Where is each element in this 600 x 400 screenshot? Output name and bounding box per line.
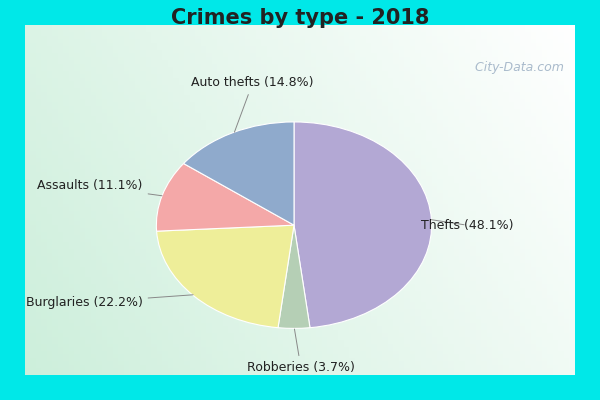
Wedge shape [278, 225, 310, 328]
Text: Burglaries (22.2%): Burglaries (22.2%) [26, 295, 193, 309]
Text: Auto thefts (14.8%): Auto thefts (14.8%) [191, 76, 314, 132]
Text: Crimes by type - 2018: Crimes by type - 2018 [171, 8, 429, 28]
Text: Thefts (48.1%): Thefts (48.1%) [421, 219, 513, 232]
Text: Robberies (3.7%): Robberies (3.7%) [247, 329, 355, 374]
Wedge shape [157, 225, 294, 328]
Wedge shape [294, 122, 431, 328]
Text: City-Data.com: City-Data.com [467, 60, 564, 74]
Wedge shape [157, 164, 294, 231]
Text: Assaults (11.1%): Assaults (11.1%) [37, 180, 162, 196]
Wedge shape [184, 122, 294, 225]
